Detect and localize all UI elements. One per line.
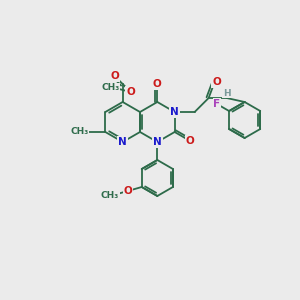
Text: N: N	[170, 107, 179, 117]
Text: CH₃: CH₃	[70, 128, 88, 136]
Text: O: O	[212, 77, 221, 87]
Text: O: O	[153, 79, 162, 89]
Text: O: O	[186, 136, 195, 146]
Text: O: O	[110, 71, 119, 81]
Text: CH₃: CH₃	[101, 83, 120, 92]
Text: CH₃: CH₃	[100, 190, 119, 200]
Text: F: F	[213, 99, 220, 109]
Text: N: N	[118, 137, 127, 147]
Text: N: N	[153, 137, 162, 147]
Text: O: O	[123, 186, 132, 196]
Text: O: O	[126, 87, 135, 97]
Text: H: H	[223, 88, 230, 98]
